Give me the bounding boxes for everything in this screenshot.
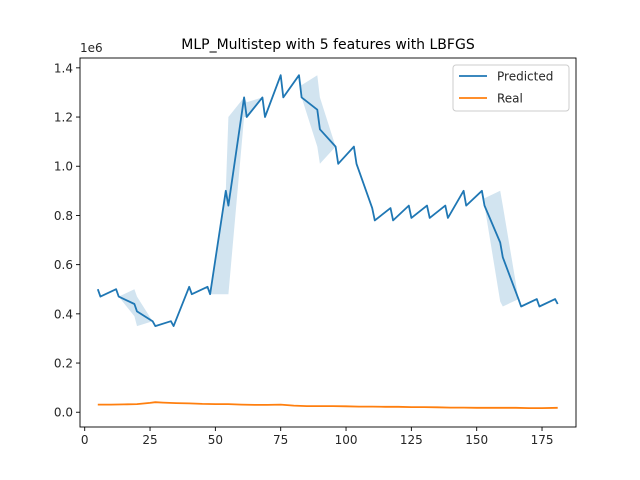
x-tick-label: 100 bbox=[335, 433, 358, 447]
axes: 0 25 50 75 100 125 150 175 0.0 0.2 0.4 0.6 0.8 1.0 1.2… bbox=[54, 57, 577, 447]
x-tick-label: 150 bbox=[465, 433, 488, 447]
axes-frame bbox=[79, 57, 577, 428]
x-tick-label: 125 bbox=[400, 433, 423, 447]
x-tick-label: 175 bbox=[531, 433, 554, 447]
y-tick-label: 1.0 bbox=[54, 160, 73, 174]
series-line-predicted bbox=[96, 74, 559, 328]
y-tick-label: 0.2 bbox=[54, 357, 73, 371]
y-axis-offset-label: 1e6 bbox=[80, 41, 103, 55]
x-tick-label: 0 bbox=[81, 433, 89, 447]
y-tick-label: 0.4 bbox=[54, 307, 73, 321]
y-tick-label: 1.2 bbox=[54, 111, 73, 125]
series-line-real bbox=[97, 401, 558, 410]
plot-area bbox=[96, 74, 559, 410]
chart-title: MLP_Multistep with 5 features with LBFGS bbox=[181, 37, 475, 53]
y-tick-label: 0.8 bbox=[54, 209, 73, 223]
x-tick-label: 50 bbox=[208, 433, 223, 447]
legend: Predicted Real bbox=[452, 64, 570, 112]
confidence-band-predicted bbox=[97, 75, 558, 327]
x-tick-label: 25 bbox=[142, 433, 157, 447]
y-tick-label: 0.0 bbox=[54, 406, 73, 420]
y-tick-label: 1.4 bbox=[54, 61, 73, 75]
y-tick-label: 0.6 bbox=[54, 258, 73, 272]
x-tick-label: 75 bbox=[273, 433, 288, 447]
legend-label-real: Real bbox=[497, 92, 523, 106]
legend-label-predicted: Predicted bbox=[497, 70, 553, 84]
